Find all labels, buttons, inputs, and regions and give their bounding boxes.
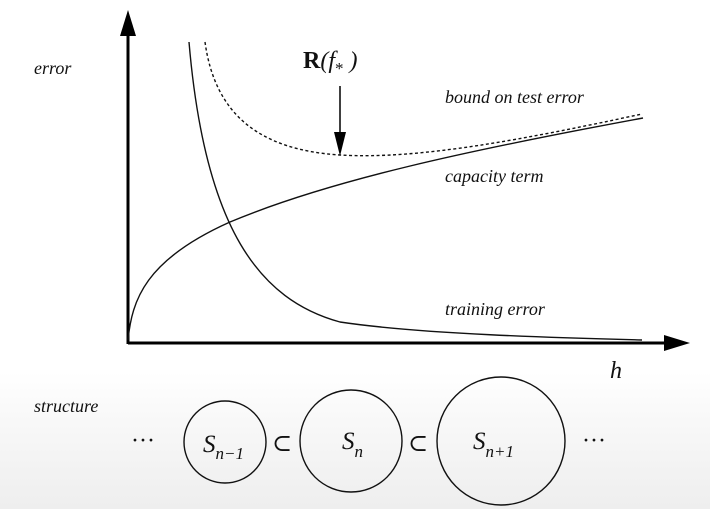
minimum-risk-arrowhead <box>334 132 346 156</box>
y-axis-arrowhead <box>120 10 136 36</box>
risk-label: R(f* ) <box>303 48 358 78</box>
set-label-n: Sn <box>342 428 363 461</box>
set-label-n-plus-1: Sn+1 <box>473 428 514 461</box>
set-label-n-minus-1: Sn−1 <box>203 431 244 463</box>
subset-symbol-2: ⊂ <box>408 431 428 457</box>
structure-label: structure <box>34 396 98 416</box>
y-axis-label: error <box>34 58 72 78</box>
training-label: training error <box>445 299 546 319</box>
set-circle-n <box>299 389 403 493</box>
left-ellipsis: ··· <box>131 428 155 454</box>
right-ellipsis: ··· <box>582 428 606 454</box>
bound-label: bound on test error <box>445 87 585 107</box>
x-axis-label: h <box>610 358 622 384</box>
x-axis-arrowhead <box>664 335 690 351</box>
capacity-label: capacity term <box>445 166 543 186</box>
training-error-curve <box>188 41 643 341</box>
set-circle-n-minus-1 <box>183 400 267 484</box>
subset-symbol-1: ⊂ <box>272 431 292 457</box>
set-circle-n-plus-1 <box>436 376 566 506</box>
bound-on-test-error-curve <box>204 41 643 157</box>
capacity-term-curve <box>127 117 644 341</box>
